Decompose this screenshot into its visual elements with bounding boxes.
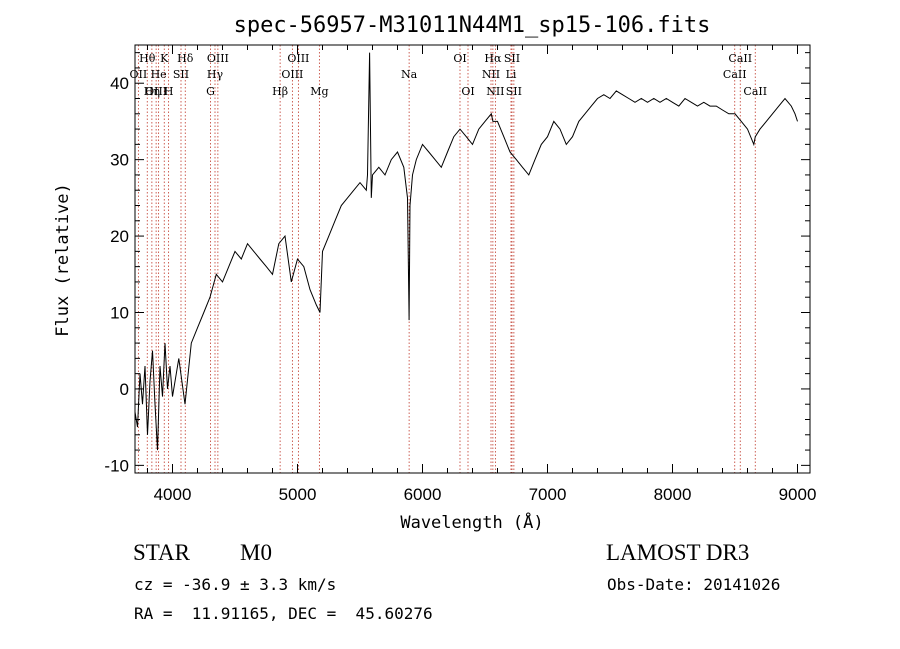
x-tick-label: 4000 [154, 485, 192, 504]
y-tick-label: 0 [120, 380, 129, 399]
line-label-nii: NII [486, 85, 504, 98]
spectrum-plot: spec-56957-M31011N44M1_sp15-106.fits Hθ K… [53, 13, 817, 533]
line-label-h: H [164, 85, 174, 98]
line-label-sii: SII [504, 52, 520, 65]
line-label-na: Na [401, 68, 418, 81]
y-tick-label: 40 [110, 74, 129, 93]
y-tick-label: 30 [110, 151, 129, 170]
line-label-oiii: OIII [287, 52, 309, 65]
line-label-oiii: OIII [281, 68, 303, 81]
line-label-oiii: OIII [145, 85, 167, 98]
x-axis-label: Wavelength (Å) [400, 511, 543, 533]
line-label-he: He [151, 68, 167, 81]
line-label-oi: OI [461, 85, 474, 98]
y-tick-label: -10 [104, 456, 129, 475]
line-label-nii: NII [482, 68, 500, 81]
y-tick-label: 10 [110, 304, 129, 323]
survey-name: LAMOST DR3 [606, 540, 750, 565]
y-tick-label: 20 [110, 227, 129, 246]
line-label-hη: Hη [144, 85, 160, 98]
line-label-hγ: Hγ [207, 68, 224, 81]
line-label-oi: OI [453, 52, 466, 65]
spectral-line-markers [137, 45, 756, 473]
line-label-sii: SII [506, 85, 522, 98]
line-label-k: K [160, 52, 169, 65]
line-label-mg: Mg [310, 85, 328, 98]
x-tick-label: 7000 [529, 485, 567, 504]
x-axis: 4000 5000 6000 7000 8000 9000 [147, 45, 817, 504]
object-subclass: M0 [240, 540, 272, 565]
line-label-hα: Hα [484, 52, 502, 65]
y-axis-label: Flux (relative) [53, 183, 73, 337]
spectrum-line [134, 52, 798, 451]
line-label-g: G [206, 85, 215, 98]
x-tick-label: 8000 [654, 485, 692, 504]
coords-text: RA = 11.91165, DEC = 45.60276 [134, 604, 433, 623]
x-tick-label: 9000 [779, 485, 817, 504]
line-label-sii: SII [173, 68, 189, 81]
line-label-oiii: OIII [207, 52, 229, 65]
line-label-hβ: Hβ [272, 85, 288, 98]
line-label-hθ: Hθ [139, 52, 156, 65]
object-class: STAR [133, 540, 190, 565]
x-tick-label: 5000 [279, 485, 317, 504]
plot-frame [134, 44, 811, 474]
obs-date-text: Obs-Date: 20141026 [607, 575, 781, 594]
x-tick-label: 6000 [404, 485, 442, 504]
line-label-oii: OII [130, 68, 148, 81]
y-axis: -10 0 10 20 30 40 [104, 52, 810, 475]
line-label-caii: CaII [723, 68, 747, 81]
line-label-caii: CaII [728, 52, 752, 65]
line-label-hδ: Hδ [177, 52, 194, 65]
chart-title: spec-56957-M31011N44M1_sp15-106.fits [234, 13, 711, 38]
redshift-text: cz = -36.9 ± 3.3 km/s [134, 575, 337, 594]
line-label-li: Li [506, 68, 517, 81]
line-label-caii: CaII [743, 85, 767, 98]
